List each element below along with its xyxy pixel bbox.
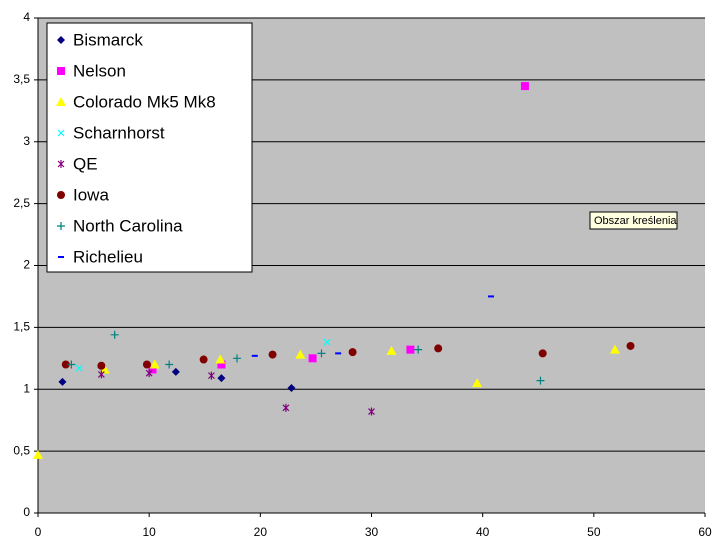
marker-asterisk (207, 371, 215, 380)
marker-square (308, 354, 317, 363)
marker-diamond (287, 384, 296, 393)
marker-circle (142, 360, 151, 369)
marker-triangle (386, 345, 397, 355)
marker-triangle (472, 378, 483, 388)
marker-plus (232, 354, 241, 363)
marker-circle (348, 348, 357, 357)
y-tick-label: 4 (23, 10, 30, 24)
marker-asterisk (368, 407, 375, 416)
marker-asterisk (282, 403, 290, 412)
y-tick-label: 2 (23, 258, 30, 272)
tooltip (589, 211, 678, 230)
marker-plus (110, 330, 119, 339)
marker-circle (434, 344, 443, 353)
legend-label: Scharnhorst (73, 123, 165, 142)
legend-label: QE (73, 154, 98, 173)
marker-triangle (99, 364, 110, 374)
marker-triangle (149, 359, 160, 369)
y-tick-label: 1,5 (13, 320, 30, 334)
marker-x (57, 129, 65, 137)
marker-x (75, 364, 83, 372)
marker-square (148, 365, 157, 374)
marker-x (323, 338, 331, 346)
y-tick-label: 0,5 (13, 443, 30, 457)
marker-square (406, 345, 415, 354)
marker-triangle (56, 97, 66, 106)
x-tick-label: 60 (698, 525, 712, 539)
x-tick-label: 50 (587, 525, 601, 539)
marker-circle (538, 349, 547, 358)
tooltip-text: Obszar kreślenia (594, 215, 677, 227)
legend-label: Iowa (73, 185, 109, 204)
marker-diamond (58, 377, 67, 386)
x-tick-label: 10 (142, 525, 156, 539)
marker-triangle (295, 349, 306, 359)
y-tick-label: 2,5 (13, 196, 30, 210)
y-tick-label: 3 (23, 134, 30, 148)
legend-label: Bismarck (73, 30, 143, 49)
marker-asterisk (97, 370, 105, 379)
marker-circle (268, 350, 277, 359)
x-tick-label: 40 (476, 525, 490, 539)
marker-plus (57, 222, 65, 230)
marker-asterisk (57, 160, 65, 168)
legend-label: Colorado Mk5 Mk8 (73, 92, 216, 111)
y-tick-label: 3,5 (13, 72, 30, 86)
x-tick-label: 30 (365, 525, 379, 539)
y-tick-label: 0 (23, 505, 30, 519)
legend-label: Richelieu (73, 247, 143, 266)
legend-label: Nelson (73, 61, 126, 80)
marker-triangle (609, 344, 620, 354)
marker-diamond (57, 36, 65, 44)
marker-circle (57, 191, 65, 199)
y-tick-label: 1 (23, 381, 30, 395)
marker-square (57, 67, 65, 75)
marker-square (520, 82, 529, 91)
marker-asterisk (145, 369, 153, 378)
marker-circle (626, 341, 635, 350)
marker-circle (199, 355, 208, 364)
marker-plus (317, 349, 326, 358)
legend-label: North Carolina (73, 216, 183, 235)
marker-circle (61, 360, 70, 369)
marker-diamond (217, 374, 226, 383)
marker-triangle (33, 449, 43, 459)
marker-circle (97, 361, 106, 370)
marker-square (217, 360, 226, 369)
x-tick-label: 20 (254, 525, 268, 539)
marker-plus (536, 376, 545, 385)
marker-triangle (215, 354, 226, 364)
marker-plus (67, 360, 76, 369)
marker-diamond (171, 367, 180, 376)
marker-plus (414, 345, 423, 354)
marker-plus (165, 360, 174, 369)
x-tick-label: 0 (35, 525, 42, 539)
legend-box (46, 22, 253, 273)
